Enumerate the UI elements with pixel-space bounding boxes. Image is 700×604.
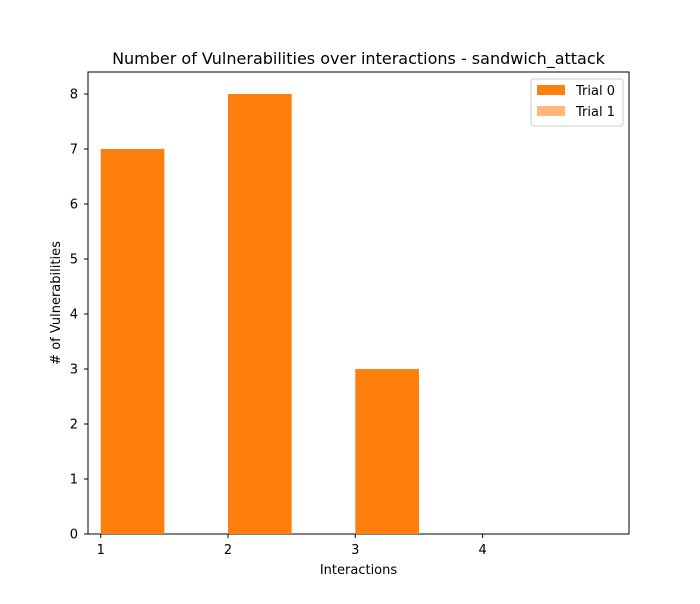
x-tick-label: 3 bbox=[351, 543, 359, 558]
y-tick-label: 5 bbox=[70, 253, 78, 268]
y-axis-label: # of Vulnerabilities bbox=[49, 241, 64, 365]
chart-title: Number of Vulnerabilities over interacti… bbox=[112, 49, 606, 69]
x-axis: 1 2 3 4 bbox=[97, 534, 487, 558]
bar-0-1 bbox=[100, 149, 165, 534]
y-tick-label: 6 bbox=[70, 198, 78, 213]
y-tick-label: 1 bbox=[70, 473, 78, 488]
y-tick-label: 2 bbox=[70, 418, 78, 433]
y-axis: 0 1 2 3 4 5 6 7 8 bbox=[70, 88, 88, 543]
y-tick-label: 0 bbox=[70, 528, 78, 543]
bar-0-2 bbox=[228, 94, 292, 534]
x-axis-label: Interactions bbox=[320, 563, 398, 578]
bar-0-3 bbox=[355, 369, 419, 534]
legend-swatch bbox=[537, 85, 565, 95]
x-tick-label: 1 bbox=[97, 543, 105, 558]
bars-group bbox=[100, 94, 419, 534]
y-tick-label: 4 bbox=[70, 308, 78, 323]
legend: Trial 0 Trial 1 bbox=[530, 78, 624, 127]
x-tick-label: 2 bbox=[224, 543, 232, 558]
x-tick-label: 4 bbox=[478, 543, 486, 558]
legend-swatch bbox=[537, 106, 565, 116]
legend-label: Trial 0 bbox=[575, 84, 615, 99]
y-tick-label: 3 bbox=[70, 363, 78, 378]
legend-label: Trial 1 bbox=[575, 105, 615, 120]
y-tick-label: 7 bbox=[70, 143, 78, 158]
y-tick-label: 8 bbox=[70, 88, 78, 103]
